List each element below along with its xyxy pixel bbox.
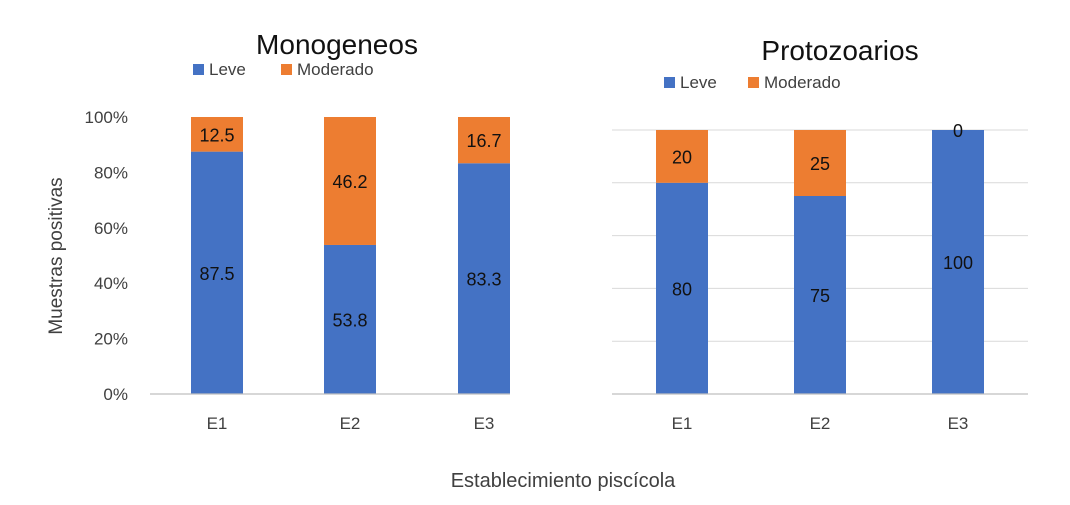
data-label-e2-leve: 75 (810, 286, 830, 306)
chart-monogeneos: Monogeneos Leve Moderado 0% 20% 40% 60% 80% 100%… (85, 29, 510, 433)
bar-e2-leve (794, 196, 846, 394)
data-label-e3-moderado: 16.7 (466, 131, 501, 151)
y-tick-label: 60% (94, 219, 128, 238)
legend-swatch-moderado (748, 77, 759, 88)
data-label-e3-leve: 100 (943, 253, 973, 273)
legend-swatch-leve (664, 77, 675, 88)
chart-protozoarios: Protozoarios Leve Moderado 80 20 E1 75 25 E2 100 0… (612, 35, 1028, 433)
chart-title: Protozoarios (761, 35, 918, 66)
x-tick-label-e1: E1 (672, 414, 693, 433)
bar-e1-moderado (656, 130, 708, 183)
data-label-e3-leve: 83.3 (466, 270, 501, 290)
x-axis-label: Establecimiento piscícola (451, 470, 676, 492)
y-tick-label: 80% (94, 163, 128, 182)
data-label-e2-leve: 53.8 (332, 310, 367, 330)
x-tick-label-e2: E2 (340, 414, 361, 433)
data-label-e1-leve: 80 (672, 279, 692, 299)
bar-e1-leve (656, 182, 708, 394)
bar-e3-leve (932, 130, 984, 394)
x-tick-label-e1: E1 (207, 414, 228, 433)
y-tick-label: 40% (94, 274, 128, 293)
legend-swatch-leve (193, 64, 204, 75)
y-tick-label: 100% (85, 108, 128, 127)
bar-e2-moderado (324, 117, 376, 245)
bar-e3-leve (458, 163, 510, 394)
data-label-e1-moderado: 12.5 (199, 125, 234, 145)
data-label-e1-leve: 87.5 (199, 264, 234, 284)
legend-label-moderado: Moderado (764, 73, 841, 92)
data-label-e2-moderado: 46.2 (332, 172, 367, 192)
x-tick-label-e2: E2 (810, 414, 831, 433)
bar-e2-moderado (794, 130, 846, 196)
bar-e3-moderado (458, 117, 510, 164)
legend-label-leve: Leve (680, 73, 717, 92)
x-tick-label-e3: E3 (948, 414, 969, 433)
legend-label-leve: Leve (209, 60, 246, 79)
data-label-e3-moderado: 0 (953, 121, 963, 141)
bar-e1-moderado (191, 117, 243, 152)
bar-e2-leve (324, 244, 376, 394)
legend-swatch-moderado (281, 64, 292, 75)
y-axis-label: Muestras positivas (46, 177, 67, 334)
data-label-e1-moderado: 20 (672, 147, 692, 167)
bar-e1-leve (191, 151, 243, 394)
x-tick-label-e3: E3 (474, 414, 495, 433)
chart-title: Monogeneos (256, 29, 418, 60)
y-tick-label: 20% (94, 330, 128, 349)
legend-label-moderado: Moderado (297, 60, 374, 79)
data-label-e2-moderado: 25 (810, 154, 830, 174)
y-tick-label: 0% (103, 385, 128, 404)
